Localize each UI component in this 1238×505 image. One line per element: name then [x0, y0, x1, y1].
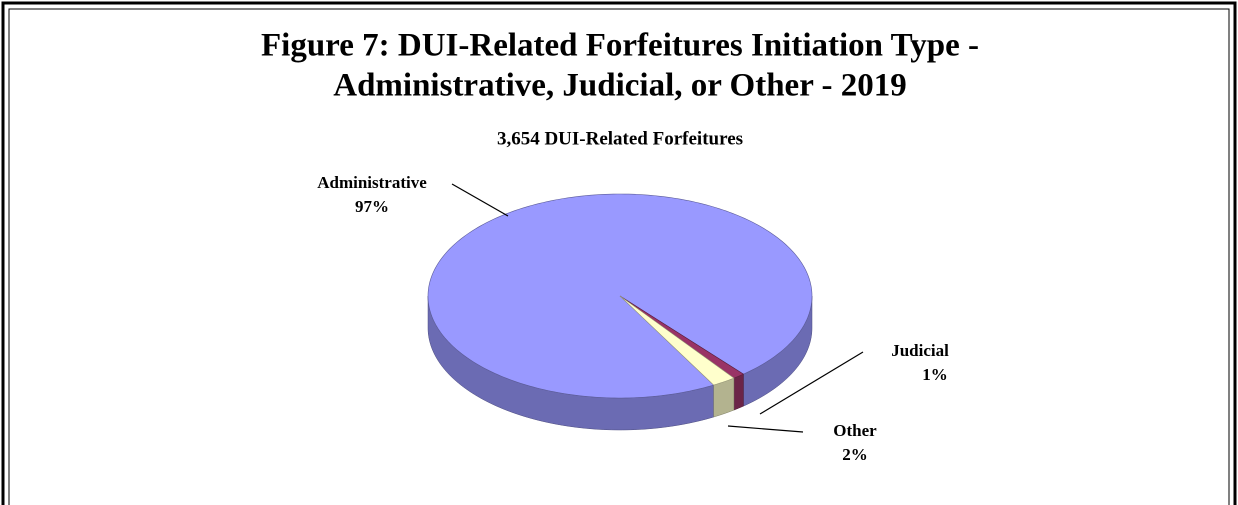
value-label: 1%: [922, 365, 948, 384]
value-label: 97%: [355, 197, 389, 216]
labels: Administrative 97% Judicial 1% Other 2%: [317, 173, 949, 464]
category-label: Other: [833, 421, 877, 440]
chart-title: Administrative, Judicial, or Other - 201…: [333, 68, 907, 104]
pie-slice: [619, 295, 735, 386]
value-label: 2%: [842, 445, 868, 464]
pie-side: [733, 373, 744, 411]
category-label: Judicial: [891, 341, 949, 360]
pie: [427, 193, 813, 431]
chart-title: Figure 7: DUI-Related Forfeitures Initia…: [261, 28, 979, 64]
category-label: Administrative: [317, 173, 427, 192]
chart-subtitle: 3,654 DUI-Related Forfeitures: [497, 128, 743, 149]
leader-line: [759, 351, 864, 415]
leader-line: [727, 425, 804, 433]
leader-line: [451, 183, 509, 217]
